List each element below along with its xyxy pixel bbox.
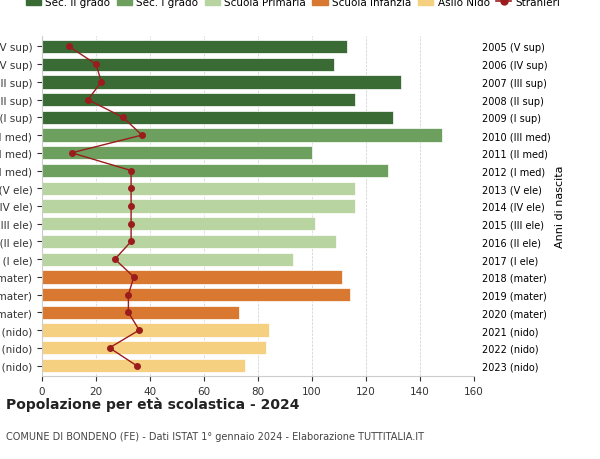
Bar (42, 235, 337, 249)
Bar (42, 218, 315, 231)
Text: COMUNE DI BONDENO (FE) - Dati ISTAT 1° gennaio 2024 - Elaborazione TUTTITALIA.IT: COMUNE DI BONDENO (FE) - Dati ISTAT 1° g… (6, 431, 424, 442)
Bar (42, 271, 342, 284)
Bar (42, 129, 442, 142)
Bar (42, 306, 239, 319)
Bar (42, 94, 355, 107)
Bar (42, 359, 245, 372)
Legend: Sec. II grado, Sec. I grado, Scuola Primaria, Scuola Infanzia, Asilo Nido, Stran: Sec. II grado, Sec. I grado, Scuola Prim… (26, 0, 560, 8)
Bar (42, 164, 388, 178)
Bar (42, 58, 334, 72)
Bar (42, 341, 266, 355)
Bar (42, 112, 393, 125)
Text: Popolazione per età scolastica - 2024: Popolazione per età scolastica - 2024 (6, 397, 299, 412)
Bar (42, 200, 355, 213)
Y-axis label: Anni di nascita: Anni di nascita (554, 165, 565, 248)
Bar (42, 253, 293, 266)
Bar (42, 41, 347, 54)
Bar (42, 324, 269, 337)
Bar (42, 288, 350, 302)
Bar (42, 147, 312, 160)
Bar (42, 76, 401, 90)
Bar (42, 182, 355, 196)
